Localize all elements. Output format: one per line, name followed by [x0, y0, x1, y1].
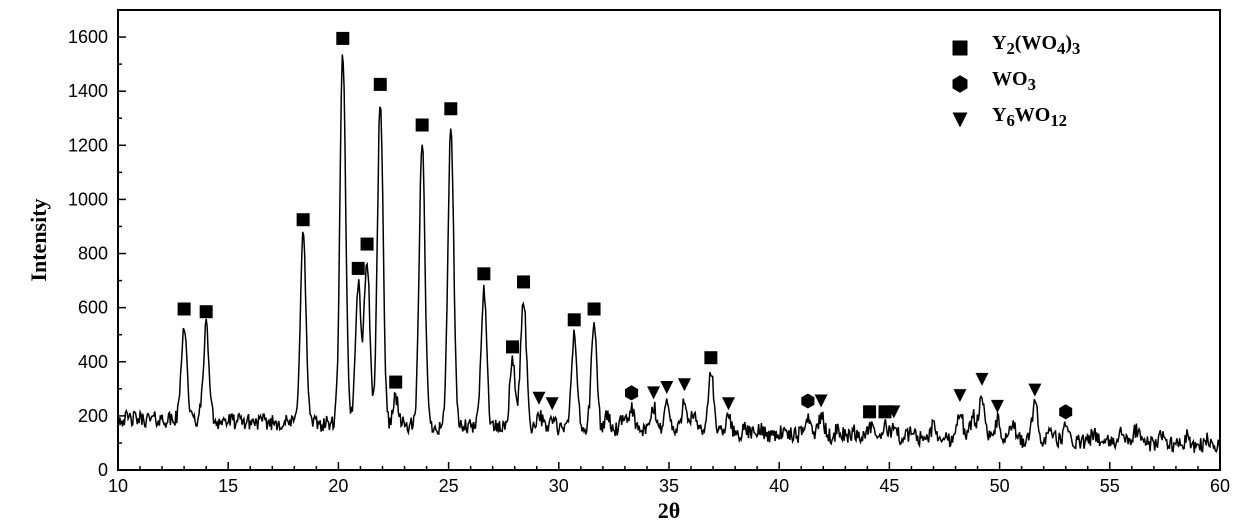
- peak-marker: [625, 385, 638, 400]
- y-tick-label: 1000: [68, 189, 108, 209]
- peak-marker: [678, 378, 691, 391]
- legend-label: Y6WO12: [992, 104, 1240, 134]
- y-tick-label: 1400: [68, 81, 108, 101]
- peak-marker: [647, 386, 660, 399]
- peak-marker: [801, 394, 814, 409]
- x-tick-label: 55: [1100, 476, 1120, 496]
- peak-marker: [336, 32, 349, 45]
- x-tick-label: 45: [879, 476, 899, 496]
- peak-marker: [588, 303, 601, 316]
- x-tick-label: 50: [990, 476, 1010, 496]
- peak-marker: [863, 405, 876, 418]
- x-tick-label: 40: [769, 476, 789, 496]
- peak-marker: [660, 381, 673, 394]
- peak-marker: [389, 376, 402, 389]
- peak-marker: [506, 340, 519, 353]
- peak-marker: [546, 397, 559, 410]
- peak-marker: [1059, 404, 1072, 419]
- legend: Y2(WO4)3 WO3 Y6WO12: [953, 32, 1240, 134]
- peak-marker: [178, 303, 191, 316]
- peak-marker: [975, 373, 988, 386]
- peak-marker: [352, 262, 365, 275]
- x-tick-label: 20: [328, 476, 348, 496]
- peak-marker: [1028, 384, 1041, 397]
- peak-marker: [416, 119, 429, 132]
- x-tick-label: 15: [218, 476, 238, 496]
- peak-marker: [568, 313, 581, 326]
- y-axis-label: Intensity: [26, 198, 51, 281]
- legend-label: Y2(WO4)3: [992, 32, 1240, 62]
- peak-marker: [953, 389, 966, 402]
- legend-marker: [953, 75, 968, 92]
- x-tick-label: 30: [549, 476, 569, 496]
- x-tick-label: 35: [659, 476, 679, 496]
- y-tick-label: 800: [78, 244, 108, 264]
- peak-marker: [517, 275, 530, 288]
- x-tick-label: 60: [1210, 476, 1230, 496]
- y-tick-label: 1200: [68, 135, 108, 155]
- peak-marker: [374, 78, 387, 91]
- legend-label: WO3: [992, 68, 1240, 98]
- peak-marker: [532, 392, 545, 405]
- peak-marker: [200, 305, 213, 318]
- xrd-chart: 1015202530354045505560020040060080010001…: [0, 0, 1240, 525]
- x-axis-label: 2θ: [658, 498, 680, 523]
- y-tick-label: 1600: [68, 27, 108, 47]
- legend-marker: [953, 41, 968, 56]
- x-tick-label: 25: [439, 476, 459, 496]
- peak-marker: [704, 351, 717, 364]
- peak-marker: [815, 395, 828, 408]
- peak-marker: [444, 102, 457, 115]
- y-tick-label: 200: [78, 406, 108, 426]
- peak-marker: [991, 400, 1004, 413]
- peak-marker: [722, 397, 735, 410]
- legend-marker: [953, 113, 968, 128]
- x-tick-label: 10: [108, 476, 128, 496]
- peak-marker: [297, 213, 310, 226]
- y-tick-label: 0: [98, 460, 108, 480]
- y-tick-label: 600: [78, 298, 108, 318]
- peak-marker: [361, 238, 374, 251]
- y-tick-label: 400: [78, 352, 108, 372]
- peak-marker: [477, 267, 490, 280]
